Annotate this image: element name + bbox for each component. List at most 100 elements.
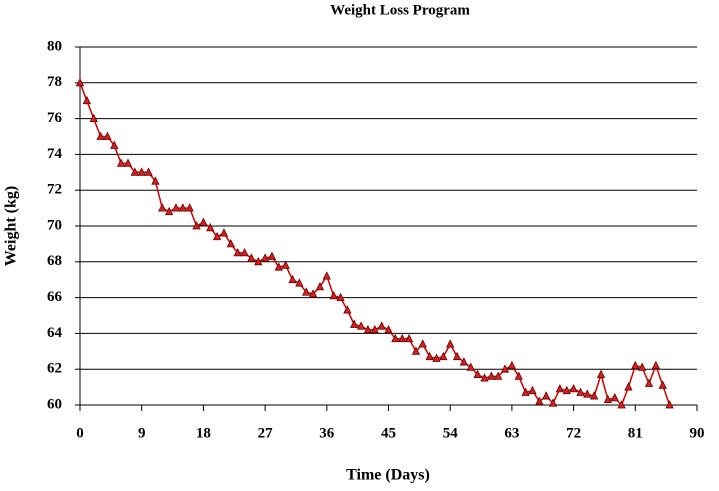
marker [603, 394, 613, 404]
y-tick-label: 70 [47, 217, 62, 233]
marker [384, 324, 393, 334]
marker [432, 353, 441, 362]
marker [487, 371, 496, 380]
marker [75, 77, 85, 87]
y-axis-title: Weight (kg) [3, 186, 20, 266]
chart-title: Weight Loss Program [330, 2, 470, 18]
y-tick-label: 76 [47, 110, 63, 126]
marker [425, 351, 434, 361]
marker [446, 339, 455, 348]
y-tick-label: 66 [47, 289, 63, 305]
marker [494, 371, 503, 380]
marker [192, 221, 201, 230]
marker [528, 385, 537, 395]
marker [651, 360, 661, 370]
marker [644, 378, 654, 387]
marker [576, 387, 585, 396]
marker [624, 382, 633, 391]
marker [158, 203, 167, 212]
marker [130, 167, 139, 176]
marker [658, 380, 667, 389]
x-tick-label: 81 [628, 425, 643, 441]
marker [548, 398, 558, 407]
marker [206, 222, 215, 232]
marker [178, 203, 187, 212]
marker [315, 281, 325, 291]
marker [363, 324, 373, 334]
y-tick-label: 68 [47, 253, 62, 269]
y-tick-label: 64 [47, 325, 63, 341]
marker [404, 333, 414, 343]
x-tick-label: 36 [319, 425, 335, 441]
marker [377, 321, 386, 330]
marker [356, 321, 366, 330]
x-tick-label: 45 [381, 425, 396, 441]
x-axis-title: Time (Days) [346, 467, 430, 484]
x-tick-label: 27 [258, 425, 274, 441]
marker [336, 292, 345, 301]
x-tick-label: 72 [566, 425, 581, 441]
marker [260, 253, 270, 262]
marker [542, 391, 551, 400]
marker [398, 333, 407, 343]
marker [638, 362, 647, 371]
marker [164, 206, 174, 216]
marker [590, 391, 599, 400]
marker [308, 289, 318, 298]
marker [240, 247, 249, 257]
y-tick-label: 80 [47, 38, 62, 54]
x-tick-label: 18 [196, 425, 211, 441]
marker [96, 131, 105, 140]
marker [144, 167, 153, 176]
marker [370, 324, 379, 334]
marker [391, 333, 400, 343]
marker [535, 396, 544, 405]
marker [507, 360, 517, 370]
x-tick-label: 90 [690, 425, 705, 441]
marker [185, 203, 194, 212]
marker [116, 158, 126, 167]
marker [562, 385, 571, 395]
marker [171, 203, 181, 212]
marker [350, 319, 359, 328]
marker [610, 392, 619, 402]
marker [151, 176, 160, 185]
marker [439, 351, 448, 361]
marker [199, 217, 208, 226]
marker [219, 228, 229, 237]
y-tick-label: 74 [47, 146, 63, 162]
x-tick-label: 0 [76, 425, 84, 441]
marker [212, 231, 222, 241]
marker [123, 158, 133, 167]
marker [500, 364, 510, 373]
marker [466, 362, 475, 371]
x-tick-label: 54 [443, 425, 459, 441]
marker [295, 278, 304, 287]
marker [226, 239, 235, 248]
marker [343, 305, 352, 314]
marker [569, 383, 578, 393]
y-tick-label: 78 [47, 74, 62, 90]
marker [617, 400, 626, 409]
marker [247, 253, 256, 262]
marker [302, 287, 311, 296]
marker [411, 346, 421, 355]
line [79, 82, 671, 407]
marker [233, 247, 242, 257]
marker [137, 167, 146, 176]
marker [514, 371, 523, 380]
marker [596, 369, 606, 378]
marker [82, 95, 92, 105]
marker [418, 339, 427, 348]
marker [89, 113, 98, 122]
y-tick-label: 60 [47, 396, 62, 412]
marker [665, 400, 674, 409]
marker [555, 383, 565, 393]
marker [631, 360, 640, 370]
marker [274, 262, 283, 271]
marker [452, 351, 462, 361]
marker [103, 131, 112, 140]
marker [329, 290, 338, 300]
marker [254, 256, 263, 266]
